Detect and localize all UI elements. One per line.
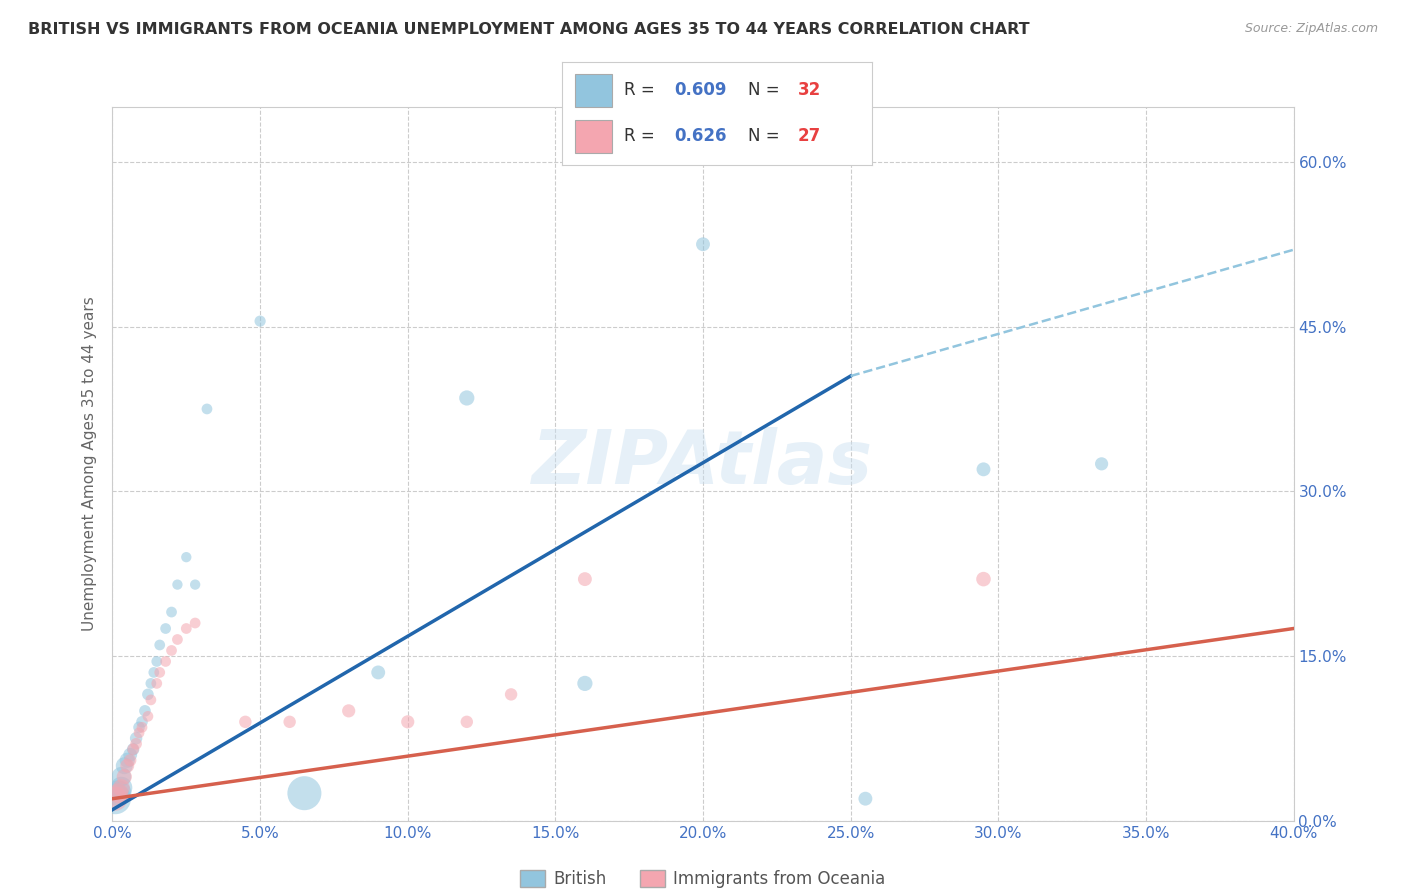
Point <box>128 726 150 740</box>
Legend: British, Immigrants from Oceania: British, Immigrants from Oceania <box>513 863 893 892</box>
Text: ZIPAtlas: ZIPAtlas <box>533 427 873 500</box>
Text: 27: 27 <box>797 128 821 145</box>
Point <box>139 676 162 690</box>
Point <box>146 655 169 669</box>
Point <box>278 714 301 729</box>
Point <box>292 786 315 800</box>
Point <box>149 665 172 680</box>
Point <box>112 770 135 784</box>
Bar <box>575 74 612 106</box>
Point <box>973 572 995 586</box>
Point <box>1091 457 1114 471</box>
Point <box>174 622 197 636</box>
Point <box>249 314 271 328</box>
Point <box>107 786 129 800</box>
Text: BRITISH VS IMMIGRANTS FROM OCEANIA UNEMPLOYMENT AMONG AGES 35 TO 44 YEARS CORREL: BRITISH VS IMMIGRANTS FROM OCEANIA UNEMP… <box>28 22 1029 37</box>
Point <box>125 731 148 746</box>
Point <box>155 655 177 669</box>
Point <box>195 401 218 416</box>
Point <box>574 676 596 690</box>
Point <box>136 709 159 723</box>
Point <box>166 632 188 647</box>
Point <box>973 462 995 476</box>
Point <box>117 753 138 767</box>
Point <box>131 714 153 729</box>
Point <box>456 714 478 729</box>
Point <box>574 572 596 586</box>
Point <box>166 577 188 591</box>
Point <box>501 687 523 701</box>
Point <box>110 780 132 795</box>
Text: Source: ZipAtlas.com: Source: ZipAtlas.com <box>1244 22 1378 36</box>
Point <box>120 747 142 762</box>
Point <box>337 704 360 718</box>
Point <box>184 615 207 630</box>
Point <box>692 237 714 252</box>
Point <box>110 770 132 784</box>
Point <box>184 577 207 591</box>
Point <box>104 791 127 805</box>
Point <box>122 742 145 756</box>
Point <box>112 758 135 772</box>
Text: 0.626: 0.626 <box>673 128 727 145</box>
Text: R =: R = <box>624 81 661 99</box>
Point <box>367 665 389 680</box>
Bar <box>575 120 612 153</box>
Point <box>396 714 419 729</box>
Point <box>110 780 132 795</box>
Point <box>120 753 142 767</box>
Text: 32: 32 <box>797 81 821 99</box>
Point <box>104 791 127 805</box>
Point <box>139 693 162 707</box>
Point <box>855 791 877 805</box>
Point <box>107 786 129 800</box>
Point <box>146 676 169 690</box>
Point <box>174 550 197 565</box>
Point <box>134 704 156 718</box>
Point <box>136 687 159 701</box>
Point <box>149 638 172 652</box>
Point <box>125 737 148 751</box>
Point <box>128 720 150 734</box>
Point <box>131 720 153 734</box>
Point <box>117 758 138 772</box>
Point <box>233 714 256 729</box>
Y-axis label: Unemployment Among Ages 35 to 44 years: Unemployment Among Ages 35 to 44 years <box>82 296 97 632</box>
Point <box>160 643 183 657</box>
Point <box>456 391 478 405</box>
Text: N =: N = <box>748 81 785 99</box>
Text: R =: R = <box>624 128 661 145</box>
Point <box>160 605 183 619</box>
Point <box>155 622 177 636</box>
Point <box>122 742 145 756</box>
Text: 0.609: 0.609 <box>673 81 727 99</box>
Text: N =: N = <box>748 128 785 145</box>
Point <box>142 665 165 680</box>
